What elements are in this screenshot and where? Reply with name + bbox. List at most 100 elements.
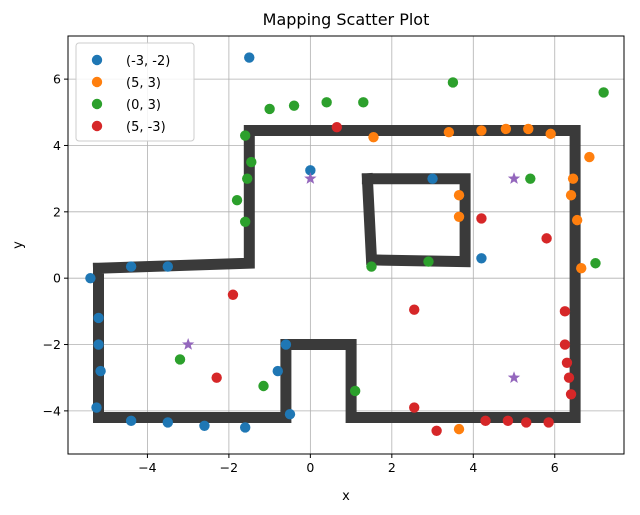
legend-label: (5, -3) <box>126 120 166 135</box>
y-tick-label: 4 <box>53 138 61 153</box>
scatter-point-series-2 <box>358 97 369 108</box>
scatter-point-series-3 <box>431 425 442 436</box>
scatter-point-series-0 <box>91 402 102 413</box>
legend-label: (-3, -2) <box>126 54 170 69</box>
scatter-point-series-3 <box>559 306 571 317</box>
star-marker <box>304 172 317 184</box>
x-tick-label: 0 <box>306 460 314 475</box>
scatter-point-series-3 <box>563 372 575 383</box>
scatter-point-series-2 <box>447 77 459 88</box>
scatter-point-series-1 <box>453 423 465 435</box>
scatter-point-series-3 <box>211 372 222 383</box>
scatter-point-series-2 <box>321 97 332 108</box>
legend: (-3, -2) (5, 3) (0, 3) (5, -3) <box>75 42 195 142</box>
scatter-point-series-1 <box>476 125 487 136</box>
scatter-point-series-3 <box>502 415 514 427</box>
y-tick-label: 6 <box>53 72 61 87</box>
y-tick-label: 2 <box>53 204 61 219</box>
scatter-point-series-2 <box>246 156 257 168</box>
data-points <box>85 52 609 436</box>
scatter-point-series-0 <box>199 420 210 432</box>
scatter-point-series-3 <box>331 122 343 133</box>
y-tick-label: −2 <box>43 337 61 352</box>
scatter-point-series-2 <box>349 385 361 397</box>
scatter-point-series-0 <box>476 253 487 264</box>
scatter-point-series-2 <box>174 354 186 365</box>
scatter-point-series-1 <box>443 127 455 138</box>
scatter-point-series-0 <box>284 408 296 420</box>
scatter-point-series-1 <box>453 211 465 223</box>
scatter-point-series-1 <box>523 123 534 135</box>
scatter-point-series-3 <box>565 389 577 400</box>
scatter-point-series-0 <box>272 365 283 377</box>
scatter-point-series-1 <box>368 131 379 143</box>
scatter-point-series-0 <box>85 272 96 284</box>
scatter-point-series-2 <box>231 195 243 206</box>
scatter-point-series-2 <box>258 380 269 392</box>
axis-ticks: −4 −2 0 2 4 6 −4 −2 0 2 4 6 <box>43 72 559 475</box>
scatter-point-series-2 <box>239 130 251 141</box>
scatter-point-series-0 <box>93 312 104 324</box>
scatter-point-series-0 <box>239 422 251 433</box>
scatter-point-series-1 <box>453 190 465 201</box>
scatter-point-series-2 <box>423 256 434 267</box>
scatter-point-series-1 <box>576 263 587 274</box>
y-tick-label: −4 <box>43 403 61 418</box>
scatter-point-series-3 <box>227 289 239 300</box>
star-marker <box>507 371 521 383</box>
scatter-point-series-3 <box>521 417 532 428</box>
chart-title: Mapping Scatter Plot <box>263 10 430 29</box>
scatter-point-series-0 <box>427 173 438 184</box>
legend-marker <box>91 54 103 66</box>
star-marker <box>507 172 521 184</box>
scatter-point-series-0 <box>125 415 137 427</box>
scatter-point-series-1 <box>545 128 556 140</box>
legend-label: (0, 3) <box>126 98 161 113</box>
scatter-point-series-3 <box>561 357 573 368</box>
scatter-point-series-2 <box>264 103 275 115</box>
scatter-point-series-2 <box>598 87 609 98</box>
y-tick-label: 0 <box>53 271 61 286</box>
scatter-point-series-2 <box>242 173 253 184</box>
legend-marker <box>91 120 103 132</box>
scatter-point-series-3 <box>409 304 420 315</box>
scatter-point-series-0 <box>95 365 106 377</box>
scatter-point-series-1 <box>567 173 579 184</box>
scatter-point-series-2 <box>239 216 251 227</box>
scatter-point-series-0 <box>280 339 292 350</box>
scatter-point-series-0 <box>162 261 173 272</box>
plot-frame <box>67 35 625 455</box>
legend-label: (5, 3) <box>126 76 161 91</box>
scatter-point-series-0 <box>305 165 316 176</box>
x-axis-label: x <box>342 489 350 504</box>
scatter-point-series-0 <box>162 417 173 428</box>
scatter-point-series-2 <box>590 258 601 269</box>
scatter-point-series-0 <box>244 52 255 63</box>
y-axis-label: y <box>11 241 26 249</box>
legend-marker <box>91 98 103 110</box>
wall-polyline-1 <box>361 172 471 268</box>
legend-box <box>75 42 195 142</box>
scatter-point-series-1 <box>500 123 512 135</box>
scatter-point-series-2 <box>525 173 536 184</box>
scatter-point-series-3 <box>543 417 554 428</box>
legend-marker <box>91 76 103 88</box>
scatter-point-series-3 <box>559 339 571 350</box>
scatter-point-series-0 <box>93 339 104 350</box>
x-tick-label: 2 <box>388 460 396 475</box>
x-tick-label: 4 <box>469 460 477 475</box>
x-tick-label: −2 <box>220 460 238 475</box>
scatter-point-series-1 <box>565 190 577 201</box>
scatter-point-series-3 <box>541 233 552 244</box>
star-marker <box>181 338 195 350</box>
x-tick-label: 6 <box>551 460 559 475</box>
scatter-point-series-0 <box>125 261 137 272</box>
scatter-point-series-1 <box>584 151 595 163</box>
wall-polyline-0 <box>92 125 581 423</box>
x-tick-label: −4 <box>138 460 156 475</box>
scatter-point-series-1 <box>571 214 583 226</box>
scatter-point-series-3 <box>409 402 420 413</box>
scatter-point-series-3 <box>476 213 487 224</box>
scatter-point-series-2 <box>288 100 300 111</box>
